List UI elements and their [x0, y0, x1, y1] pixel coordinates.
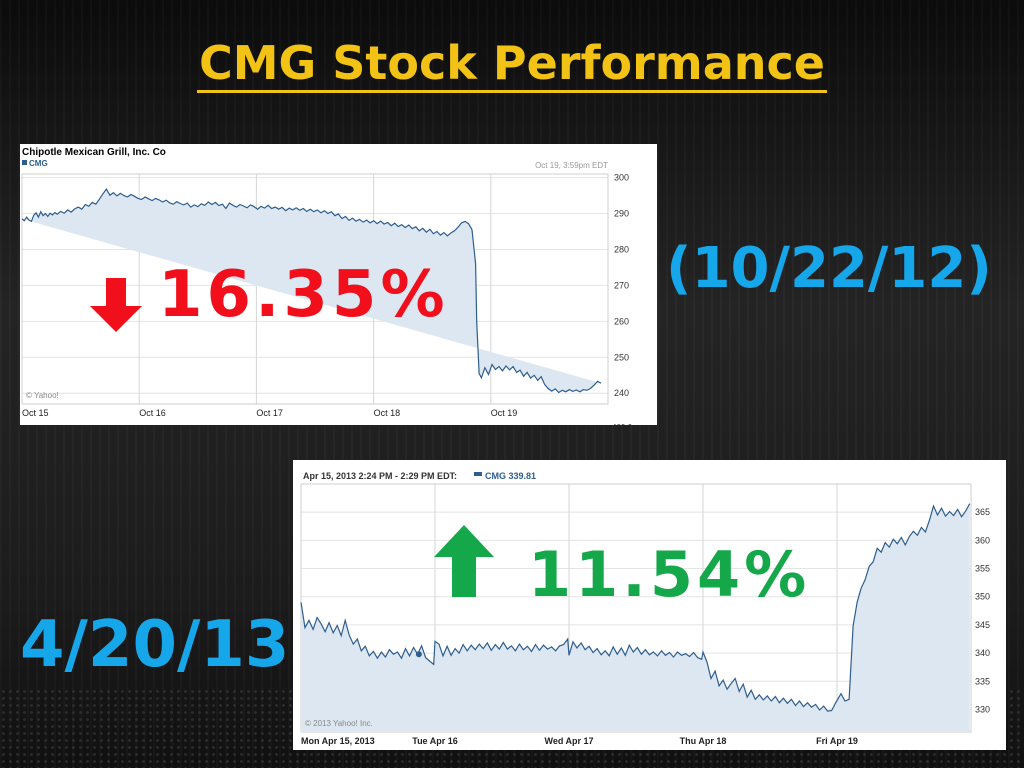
y-tick-label: 350 [975, 592, 990, 602]
y-tick-label: 360 [975, 535, 990, 545]
october-stock-chart: Chipotle Mexican Grill, Inc. Co CMG Oct 19… [20, 144, 657, 425]
up-arrow-shape [434, 525, 494, 597]
y-tick-label: 250 [614, 352, 629, 362]
watermark-label: © 2013 Yahoo! Inc. [305, 719, 373, 728]
clipped-axis-label: 400.0 [612, 423, 633, 425]
y-tick-label: 300 [614, 173, 629, 183]
x-tick-label: Oct 16 [139, 408, 166, 418]
chart-title: Apr 15, 2013 2:24 PM - 2:29 PM EDT: [303, 471, 457, 481]
y-tick-label: 290 [614, 209, 629, 219]
slide-title: CMG Stock Performance [0, 36, 1024, 93]
y-tick-label: 260 [614, 316, 629, 326]
rise-percentage: 11.54% [528, 538, 811, 611]
y-tick-label: 345 [975, 620, 990, 630]
y-tick-label: 330 [975, 704, 990, 714]
x-tick-label: Oct 17 [256, 408, 283, 418]
plot-frame [21, 173, 609, 405]
hover-point [415, 651, 422, 658]
price-line [21, 188, 602, 394]
price-area [22, 189, 601, 393]
x-tick-label: Oct 19 [491, 408, 518, 418]
price-area [301, 503, 970, 732]
y-tick-label: 280 [614, 244, 629, 254]
chart-title: Chipotle Mexican Grill, Inc. Co [22, 147, 166, 158]
x-tick-label: Mon Apr 15, 2013 [301, 736, 375, 746]
y-tick-label: 340 [975, 648, 990, 658]
watermark-label: © Yahoo! [26, 391, 59, 400]
timestamp-label: Oct 19, 3:59pm EDT [535, 161, 608, 170]
april-stock-chart: Apr 15, 2013 2:24 PM - 2:29 PM EDT: CMG 3… [293, 460, 1006, 750]
info-bar [299, 468, 971, 484]
slide-title-text: CMG Stock Performance [197, 36, 827, 93]
x-tick-label: Wed Apr 17 [544, 736, 593, 746]
report-date-label: 4/20/13 [20, 608, 290, 682]
y-tick-label: 365 [975, 507, 990, 517]
down-arrow-shape [90, 278, 142, 332]
x-tick-label: Fri Apr 19 [816, 736, 858, 746]
legend-swatch [22, 160, 27, 165]
x-tick-label: Oct 18 [374, 408, 401, 418]
price-line [300, 503, 971, 712]
x-tick-label: Oct 15 [22, 408, 49, 418]
legend-swatch [474, 472, 482, 476]
legend-label: CMG 339.81 [485, 471, 536, 481]
drop-percentage: 16.35% [158, 258, 449, 332]
y-tick-label: 270 [614, 280, 629, 290]
up-arrow-icon [434, 525, 494, 597]
x-tick-label: Tue Apr 16 [412, 736, 458, 746]
y-tick-label: 240 [614, 388, 629, 398]
april-chart-svg: Apr 15, 2013 2:24 PM - 2:29 PM EDT: CMG 3… [293, 460, 1006, 750]
x-tick-label: Thu Apr 18 [680, 736, 727, 746]
y-tick-label: 335 [975, 676, 990, 686]
y-tick-label: 355 [975, 564, 990, 574]
legend-label: CMG [29, 159, 48, 168]
earnings-date-label: (10/22/12) [666, 236, 992, 301]
down-arrow-icon [90, 278, 142, 332]
